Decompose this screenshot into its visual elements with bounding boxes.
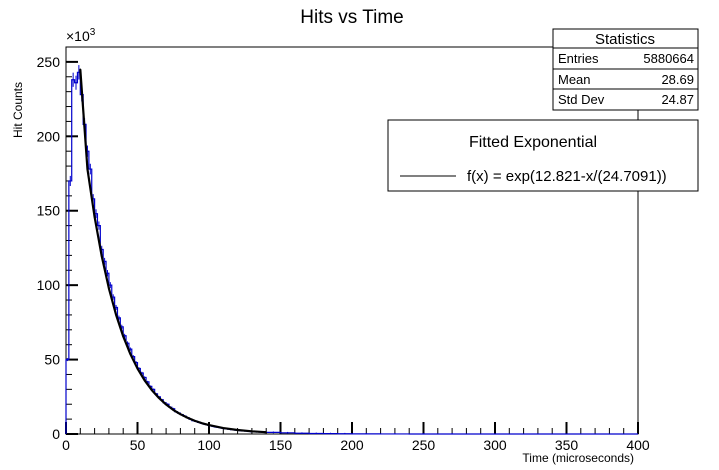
stat-mean-value: 28.69: [661, 72, 694, 87]
x-tick-label: 250: [412, 437, 436, 453]
y-multiplier-exponent: 3: [90, 27, 96, 38]
legend-box-frame: [387, 119, 699, 192]
fit-point: [193, 419, 196, 422]
fit-point: [172, 409, 175, 411]
fit-point: [151, 389, 153, 391]
stat-entries-label: Entries: [558, 51, 599, 66]
x-tick-label: 0: [62, 437, 70, 453]
stat-mean-label: Mean: [558, 72, 591, 87]
fit-point: [129, 353, 132, 355]
legend-entry: f(x) = exp(12.821-x/(24.7091)): [467, 168, 667, 185]
y-tick-label: 200: [37, 128, 61, 144]
legend-box: Fitted Exponential f(x) = exp(12.821-x/(…: [387, 119, 699, 192]
fit-curve: [79, 69, 267, 434]
y-tick-label: 50: [44, 352, 60, 368]
fit-point: [115, 313, 117, 316]
x-tick-label: 300: [483, 437, 507, 453]
legend-title: Fitted Exponential: [469, 134, 597, 151]
fit-point: [208, 424, 210, 426]
y-axis-label: Hit Counts: [11, 82, 25, 138]
series-layer: [65, 65, 638, 435]
stat-entries-value: 5880664: [643, 51, 694, 66]
fit-point: [186, 416, 189, 419]
y-tick-label: 100: [37, 277, 61, 293]
fit-point: [143, 379, 146, 382]
fit-point: [136, 367, 139, 370]
stat-stddev-value: 24.87: [661, 92, 694, 107]
x-tick-label: 400: [626, 437, 650, 453]
y-tick-label: 250: [37, 54, 61, 70]
plot-frame: [65, 46, 639, 435]
fit-point: [158, 397, 160, 399]
axis-ticks: 0 50 100 150 200 250 300 350 400 0 50 100 150 200 250: [37, 46, 650, 453]
fit-point: [179, 413, 182, 416]
stat-stddev-label: Std Dev: [558, 92, 605, 107]
x-tick-label: 150: [269, 437, 293, 453]
x-tick-label: 350: [555, 437, 579, 453]
fit-point: [201, 422, 203, 424]
fit-point: [222, 427, 225, 429]
fit-point: [108, 287, 110, 290]
fit-point: [86, 168, 89, 170]
chart-title: Hits vs Time: [300, 7, 403, 28]
y-multiplier: ×103: [66, 27, 96, 44]
y-tick-label: 0: [52, 426, 60, 442]
statistics-box: Statistics Entries 5880664 Mean 28.69 St…: [552, 28, 699, 111]
fit-point: [122, 335, 124, 338]
y-tick-label: 150: [37, 203, 61, 219]
fit-point: [93, 216, 96, 218]
statistics-box-title: Statistics: [595, 31, 655, 48]
x-tick-label: 50: [130, 437, 146, 453]
x-axis-label: Time (microseconds): [522, 451, 634, 465]
x-tick-label: 100: [197, 437, 221, 453]
fit-point: [251, 430, 253, 433]
y-multiplier-base: ×10: [66, 28, 90, 44]
fit-point: [236, 429, 239, 431]
fit-point: [79, 68, 82, 71]
fit-point: [265, 431, 268, 434]
x-tick-label: 200: [340, 437, 364, 453]
fit-point: [100, 255, 103, 258]
fit-point: [165, 403, 167, 406]
